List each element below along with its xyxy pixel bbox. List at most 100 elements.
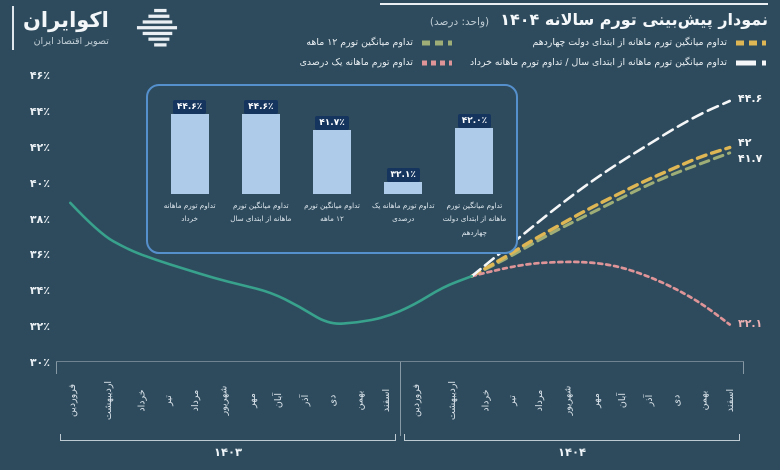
x-axis-month-label: دی [671, 394, 683, 406]
axis-separator-right [743, 362, 744, 374]
inset-bar-zone: ۳۲.۱٪ [384, 94, 423, 194]
inset-bar-group: ۴۴.۶٪ تداوم میانگین تورم ماهانه از ابتدای… [225, 94, 296, 250]
year-bracket-1403 [60, 434, 396, 441]
x-axis-month: اردیبهشت [89, 366, 128, 434]
x-axis-month-label: خرداد [480, 388, 492, 412]
x-axis-month: خرداد [472, 366, 499, 434]
inset-bar [384, 182, 423, 194]
legend-label: تداوم میانگین تورم ماهانه از ابتدای دولت… [532, 37, 727, 48]
axis-separator-left [56, 362, 57, 374]
y-axis-label: ۳۰٪ [29, 356, 50, 369]
inset-bar-label: تداوم میانگین تورم ماهانه از ابتدای سال [230, 201, 292, 224]
series-end-value: ۴۱.۷ [738, 151, 763, 165]
ecoiran-logo-icon [136, 8, 177, 47]
year-label-1403: ۱۴۰۳ [213, 445, 243, 459]
x-axis-month: اسفند [717, 366, 744, 434]
inset-bar-zone: ۴۱.۷٪ [313, 94, 351, 194]
chart-unit: (واحد: درصد) [429, 16, 490, 28]
x-axis-month: مرداد [526, 366, 553, 434]
chart-title: نمودار پیش‌بینی تورم سالانه ۱۴۰۴ [500, 10, 768, 29]
x-axis-month: آذر [636, 366, 663, 434]
line-chart [69, 99, 732, 326]
x-axis-month-label: تیر [163, 394, 175, 406]
logo-divider [12, 6, 14, 50]
x-axis-month: شهریور [553, 366, 583, 434]
inset-bar [313, 129, 351, 194]
inset-bar [455, 128, 494, 194]
chart-title-block: نمودار پیش‌بینی تورم سالانه ۱۴۰۴ (واحد: … [380, 3, 768, 29]
inset-bar-group: ۳۲.۱٪ تداوم تورم ماهانه یک درصدی [368, 94, 439, 250]
brand-text-block: اکوایران تصویر اقتصاد ایران [23, 8, 109, 47]
y-axis-label: ۴۴٪ [29, 104, 50, 118]
x-axis-month: دی [663, 366, 690, 434]
series-end-value: ۴۴.۶ [738, 92, 763, 106]
inset-bar-label: تداوم تورم ماهانه خرداد [163, 201, 216, 224]
x-axis-month-label: اردیبهشت [447, 380, 459, 420]
y-axis-label: ۴۲٪ [29, 140, 50, 154]
x-axis-month-label: آذر [644, 394, 656, 406]
x-axis-month: بهمن [690, 366, 717, 434]
y-axis: ۴۶٪ ۴۴٪ ۴۲٪ ۴۰٪ ۳۸٪ ۳۶٪ ۳۴٪ ۳۲٪ ۳۰٪ [10, 69, 50, 369]
y-axis-label: ۳۴٪ [29, 284, 50, 298]
series-line-monthly_from_khordad [470, 99, 731, 278]
y-axis-label: ۳۲٪ [29, 320, 50, 334]
axis-separator-years [400, 362, 401, 436]
legend-dashed-line-swatch [736, 60, 766, 65]
legend: تداوم میانگین تورم ماهانه از ابتدای دولت… [300, 37, 768, 68]
x-axis-month-label: مهر [590, 392, 602, 408]
x-axis-month: اردیبهشت [433, 366, 472, 434]
x-axis-month-label: تیر [507, 394, 519, 406]
inset-bar-value: ۳۲.۱٪ [386, 168, 420, 183]
inset-bar-group: ۴۲.۰٪ تداوم میانگین تورم ماهانه از ابتدای… [439, 94, 510, 250]
brand-logo: اکوایران تصویر اقتصاد ایران [12, 6, 179, 50]
x-axis-month: تیر [499, 366, 526, 434]
inset-bar [241, 113, 280, 194]
inset-bar-group: ۴۴.۶٪ تداوم تورم ماهانه خرداد [154, 94, 225, 250]
x-axis-month-label: شهریور [562, 385, 574, 415]
legend-label: تداوم میانگین تورم ۱۲ ماهه [306, 37, 413, 48]
brand-name: اکوایران [23, 8, 109, 33]
inset-bar-zone: ۴۲.۰٪ [455, 94, 494, 194]
series-end-value: ۳۲.۱ [738, 317, 763, 331]
x-axis-month-label: بهمن [354, 390, 366, 410]
legend-label: تداوم میانگین تورم ماهانه از ابتدای سال … [469, 57, 727, 68]
series-line-one_percent [470, 260, 732, 326]
plot-area: ۴۴.۶٪ تداوم تورم ماهانه خرداد ۴۴.۶٪ تداوم م… [56, 76, 762, 362]
x-axis-month-label: اردیبهشت [103, 380, 115, 420]
y-axis-label: ۴۶٪ [29, 69, 50, 82]
y-axis-label: ۳۸٪ [29, 212, 50, 226]
x-axis-month-label: اسفند [725, 388, 737, 412]
inset-bar-zone: ۴۴.۶٪ [170, 94, 209, 194]
x-axis-month-label: آبان [617, 392, 629, 408]
x-axis-month-label: دی [327, 394, 339, 406]
legend-item: تداوم میانگین تورم ماهانه از ابتدای سال … [470, 57, 768, 68]
x-axis-month-label: مهر [246, 392, 258, 408]
x-axis-month: مهر [583, 366, 610, 434]
legend-item: تداوم میانگین تورم ۱۲ ماهه [300, 37, 454, 48]
x-axis-month-label: فروردین [411, 383, 423, 417]
x-axis-month: آبان [266, 366, 293, 434]
x-axis-month-label: اسفند [381, 388, 393, 412]
series-line-historical [69, 201, 473, 325]
x-axis-month: شهریور [209, 366, 239, 434]
x-axis-month: خرداد [128, 366, 155, 434]
inset-bar [170, 113, 209, 194]
brand-tagline: تصویر اقتصاد ایران [33, 35, 109, 47]
inset-bar-value: ۴۲.۰٪ [457, 114, 492, 128]
inset-bar-value: ۴۱.۷٪ [315, 115, 349, 130]
inset-bar-chart: ۴۴.۶٪ تداوم تورم ماهانه خرداد ۴۴.۶٪ تداوم م… [146, 84, 518, 254]
x-axis-month: فروردین [400, 366, 433, 434]
inset-bar-label: تداوم میانگین تورم ۱۲ ماهه [304, 201, 360, 224]
inset-bar-group: ۴۱.۷٪ تداوم میانگین تورم ۱۲ ماهه [296, 94, 367, 250]
inset-bar-label: تداوم میانگین تورم ماهانه از ابتدای دولت… [442, 201, 507, 237]
x-axis-month: فروردین [56, 366, 89, 434]
x-axis-month: مرداد [182, 366, 209, 434]
year-label-1404: ۱۴۰۴ [557, 445, 587, 459]
x-axis-month-label: آذر [300, 394, 312, 406]
x-axis-month-label: فروردین [67, 383, 79, 417]
x-axis-month-label: بهمن [698, 390, 710, 410]
inset-bar-value: ۴۴.۶٪ [172, 99, 207, 114]
series-end-value: ۴۲ [738, 135, 752, 149]
x-axis-month: تیر [155, 366, 182, 434]
legend-item: تداوم میانگین تورم ماهانه از ابتدای دولت… [470, 37, 768, 48]
